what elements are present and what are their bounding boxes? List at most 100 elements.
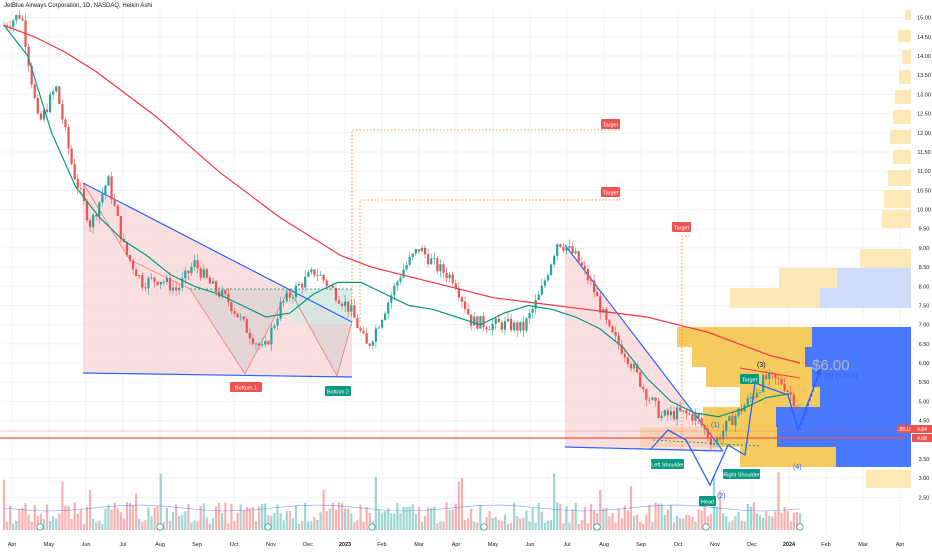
candle-body — [297, 284, 301, 286]
volume-bar — [390, 513, 393, 530]
earnings-marker[interactable] — [796, 523, 804, 531]
volume-bar — [691, 516, 694, 530]
candle-body — [399, 277, 402, 282]
volume-bar — [663, 514, 666, 530]
candle-body — [365, 333, 368, 344]
earnings-marker[interactable] — [593, 523, 601, 531]
event-markers[interactable] — [36, 523, 804, 531]
volume-bar — [101, 523, 104, 530]
wave-2-label: (2) — [717, 493, 726, 500]
candle-body — [184, 270, 187, 279]
volume-bar — [417, 506, 421, 530]
candle-body — [101, 194, 104, 203]
volume-bar — [294, 505, 298, 530]
volume-bar — [270, 515, 273, 530]
volume-bar — [543, 522, 547, 530]
candle-body — [589, 280, 593, 282]
volume-bar — [577, 523, 580, 530]
candle-body — [657, 401, 660, 418]
candle-body — [27, 46, 30, 66]
pattern-shapes — [82, 182, 724, 452]
earnings-marker[interactable] — [36, 523, 44, 531]
candle-body — [245, 319, 248, 333]
candle-body — [553, 255, 556, 265]
candle-body — [73, 164, 76, 180]
candle-body — [58, 86, 61, 105]
volume-bar — [279, 513, 282, 530]
volume-bar — [362, 521, 365, 530]
volume-bar — [116, 508, 119, 530]
volume-bar — [304, 502, 307, 530]
candle-body — [214, 281, 218, 292]
candle-body — [494, 318, 497, 324]
candle-body — [454, 283, 457, 289]
candle-body — [675, 407, 679, 420]
target-label-2: Target — [601, 187, 620, 197]
volume-bar — [267, 515, 270, 530]
y-tick-label: 13.00 — [917, 92, 931, 98]
volume-ma-line — [3, 504, 801, 512]
earnings-marker[interactable] — [156, 523, 164, 531]
candle-body — [350, 305, 353, 312]
candle-body — [322, 275, 325, 281]
svg-text:Target: Target — [603, 123, 619, 129]
earnings-marker[interactable] — [264, 523, 272, 531]
y-tick-label: 7.50 — [919, 303, 930, 309]
candle-body — [128, 255, 132, 261]
volume-bar — [144, 520, 147, 530]
volume-bar — [423, 516, 427, 530]
volume-bar — [18, 508, 21, 530]
candle-body — [233, 311, 236, 314]
ma-fast-line — [3, 24, 791, 418]
volume-bar — [758, 514, 762, 530]
y-tick-label: 12.00 — [917, 131, 931, 137]
volume-bar — [666, 509, 669, 530]
volume-bar — [519, 518, 522, 530]
x-tick-label: Apr — [896, 542, 905, 548]
volume-bar — [402, 506, 405, 530]
volume-bar — [777, 472, 780, 530]
candle-body — [516, 322, 519, 331]
y-tick-label: 9.50 — [919, 227, 930, 233]
candle-body — [239, 316, 242, 318]
volume-bar — [795, 512, 799, 530]
volume-bar — [251, 506, 255, 530]
candle-body — [602, 308, 605, 313]
volume-bar — [697, 509, 700, 530]
candle-body — [482, 316, 485, 328]
volume-bar — [224, 502, 227, 530]
candle-body — [304, 276, 307, 288]
candle-body — [577, 251, 580, 263]
volume-bar — [113, 502, 116, 530]
volume-bar — [227, 523, 230, 530]
candle-body — [301, 284, 304, 288]
candle-body — [285, 292, 288, 302]
volume-bar — [430, 508, 433, 530]
left-shoulder-label: Left Shoulder — [651, 459, 684, 469]
candle-body — [42, 109, 46, 120]
chart-title: JetBlue Airways Corporation, 1D, NASDAQ,… — [4, 3, 153, 9]
candle-body — [559, 244, 562, 247]
candle-body — [506, 318, 510, 322]
candle-body — [497, 318, 500, 323]
earnings-marker[interactable] — [368, 523, 376, 531]
svg-text:JBLU: JBLU — [898, 427, 911, 433]
price-axis: 15.00 14.50 14.00 13.50 13.00 12.50 12.00 11.50… — [917, 16, 931, 502]
candle-body — [353, 305, 356, 318]
volume-bar — [783, 507, 786, 530]
volume-bar — [49, 520, 52, 530]
candle-body — [396, 281, 399, 286]
volume-bar — [141, 521, 144, 530]
earnings-marker[interactable] — [702, 523, 710, 531]
volume-bar — [774, 511, 777, 530]
volume-bar — [5, 522, 9, 530]
candle-body — [21, 18, 24, 21]
volume-bar — [92, 518, 95, 530]
volume-bar — [107, 504, 110, 530]
volume-bar — [236, 512, 239, 530]
volume-bar — [540, 511, 543, 530]
volume-bar — [411, 504, 414, 530]
earnings-marker[interactable] — [480, 523, 488, 531]
